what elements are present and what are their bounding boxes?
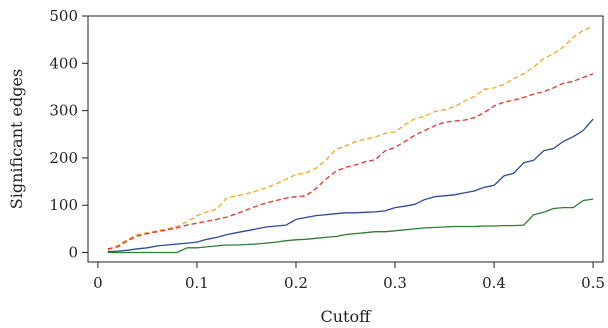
y-tick-label: 200 xyxy=(49,149,78,167)
y-axis-title: Significant edges xyxy=(7,69,26,209)
series-line-1 xyxy=(107,25,594,251)
plot-area: 0 0.1 0.2 0.3 0.4 0.5 0 100 200 300 400 500 xyxy=(49,7,605,292)
x-tick-label: 0.3 xyxy=(383,274,407,292)
x-tick-label: 0.4 xyxy=(482,274,506,292)
y-tick-label: 0 xyxy=(68,244,78,262)
series-line-2 xyxy=(107,73,594,250)
y-tick-label: 500 xyxy=(49,7,78,25)
series-line-4 xyxy=(107,198,594,254)
y-tick-label: 100 xyxy=(49,196,78,214)
x-axis-title: Cutoff xyxy=(321,307,373,326)
y-tick-label: 400 xyxy=(49,54,78,72)
plot-frame xyxy=(87,15,604,263)
x-tick-label: 0.1 xyxy=(185,274,209,292)
x-tick-label: 0.5 xyxy=(581,274,605,292)
y-tick-label: 300 xyxy=(49,102,78,120)
series-line-3 xyxy=(107,118,594,253)
x-tick-label: 0 xyxy=(93,274,103,292)
x-tick-label: 0.2 xyxy=(284,274,308,292)
